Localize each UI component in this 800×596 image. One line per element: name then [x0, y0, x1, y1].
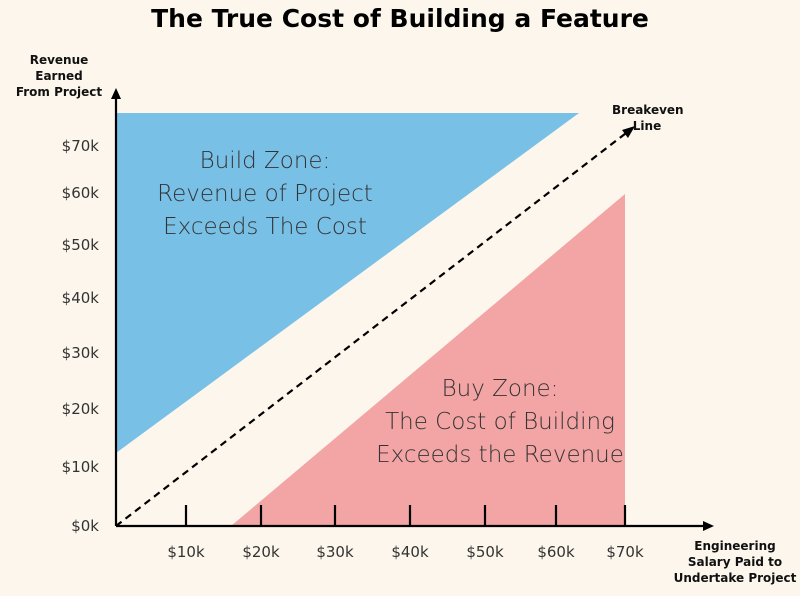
y-axis-arrowhead [111, 88, 121, 99]
y-tick-label: $30k [62, 344, 100, 362]
build-zone-line: Revenue of Project [157, 181, 373, 207]
y-axis-label-line: From Project [15, 85, 103, 99]
x-tick-label: $30k [316, 543, 354, 561]
y-tick-label: $60k [62, 184, 100, 202]
x-axis-arrowhead [703, 521, 714, 531]
x-axis-label-line: Salary Paid to [687, 555, 783, 569]
x-tick-label: $50k [466, 543, 504, 561]
y-tick-label: $20k [62, 400, 100, 418]
x-axis-label-line: Undertake Project [673, 571, 797, 585]
breakeven-label-line: Line [632, 119, 662, 133]
y-tick-label: $0k [71, 517, 99, 535]
build-zone [116, 113, 579, 453]
y-tick-label: $40k [62, 289, 100, 307]
buy-zone-line: Buy Zone: [441, 376, 559, 402]
x-tick-label: $60k [537, 543, 575, 561]
breakeven-label: Breakeven Line [612, 102, 684, 134]
buy-zone-text: Buy Zone: The Cost of Building Exceeds t… [355, 373, 645, 472]
y-tick-label: $10k [62, 458, 100, 476]
breakeven-arrowhead [622, 126, 635, 138]
breakeven-label-line: Breakeven [612, 103, 684, 117]
y-axis-label-line: Revenue Earned [29, 53, 89, 83]
build-zone-text: Build Zone: Revenue of Project Exceeds T… [130, 145, 400, 244]
x-tick-label: $10k [167, 543, 205, 561]
x-tick-label: $20k [242, 543, 280, 561]
buy-zone [231, 194, 625, 526]
x-axis-label: Engineering Salary Paid to Undertake Pro… [672, 538, 798, 586]
x-tick-label: $70k [606, 543, 644, 561]
build-zone-line: Exceeds The Cost [163, 214, 367, 240]
y-axis-label: Revenue Earned From Project [4, 52, 114, 100]
buy-zone-line: Exceeds the Revenue [376, 442, 624, 468]
buy-zone-line: The Cost of Building [385, 409, 615, 435]
y-tick-label: $70k [62, 137, 100, 155]
diagram-title: The True Cost of Building a Feature [151, 4, 649, 33]
x-axis-label-line: Engineering [694, 539, 776, 553]
y-tick-label: $50k [62, 236, 100, 254]
breakeven-line [115, 129, 631, 527]
build-zone-line: Build Zone: [199, 148, 331, 174]
x-tick-label: $40k [391, 543, 429, 561]
